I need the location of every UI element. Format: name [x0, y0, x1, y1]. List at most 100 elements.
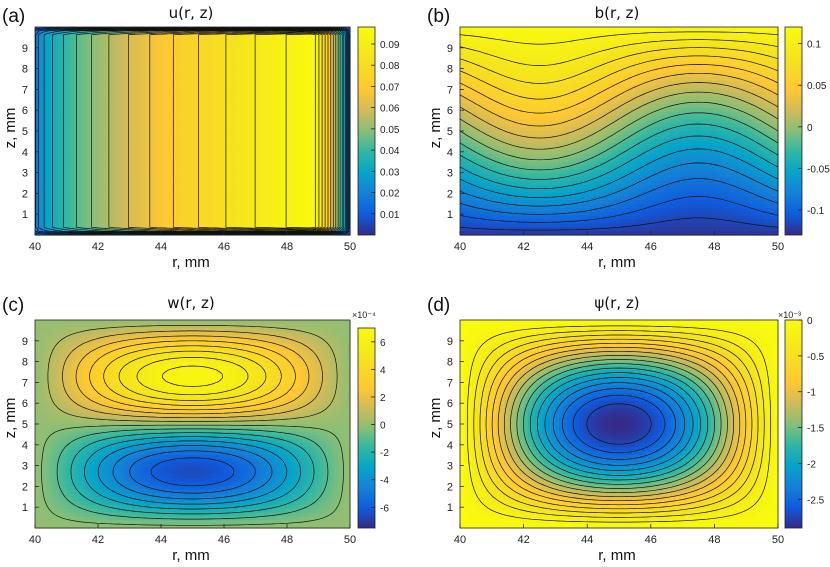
- heatmap-cell: [66, 38, 72, 44]
- heatmap-cell: [231, 188, 237, 194]
- heatmap-cell: [722, 42, 727, 47]
- heatmap-cell: [98, 169, 103, 174]
- heatmap-cell: [86, 204, 91, 209]
- panel-b: (b) b(r, z) r, mm z, mm 40 42 44 46 48 501234…: [427, 4, 830, 271]
- heatmap-cell: [302, 142, 308, 148]
- heatmap-cell: [310, 157, 316, 163]
- heatmap-cell: [259, 57, 264, 63]
- heatmap-cell: [70, 38, 75, 44]
- heatmap-cell: [42, 192, 48, 198]
- heatmap-cell: [157, 61, 162, 67]
- heatmap-cell: [204, 30, 209, 36]
- heatmap-cell: [334, 53, 339, 59]
- heatmap-cell: [714, 42, 719, 47]
- heatmap-cell: [247, 119, 253, 124]
- heatmap-cell: [161, 181, 166, 186]
- heatmap-cell: [227, 84, 233, 90]
- heatmap-cell: [342, 134, 347, 140]
- heatmap-cell: [330, 154, 335, 159]
- heatmap-cell: [314, 80, 320, 86]
- heatmap-cell: [746, 50, 751, 55]
- heatmap-cell: [168, 73, 174, 78]
- heatmap-cell: [551, 53, 556, 59]
- heatmap-cell: [298, 46, 304, 51]
- heatmap-cell: [275, 215, 280, 221]
- panel-a: (a) u(r, z) r, mm z, mm 40 42 44 46 48 501234…: [2, 4, 400, 271]
- heatmap-cell: [491, 46, 497, 51]
- heatmap-cell: [168, 84, 174, 90]
- heatmap-cell: [176, 200, 182, 205]
- heatmap-cell: [686, 50, 692, 55]
- heatmap-cell: [145, 177, 150, 182]
- heatmap-cell: [314, 46, 320, 51]
- heatmap-cell: [287, 115, 292, 121]
- heatmap-cell: [161, 123, 166, 128]
- heatmap-cell: [290, 219, 296, 225]
- heatmap-cell: [176, 61, 182, 67]
- heatmap-cell: [157, 38, 162, 44]
- heatmap-cell: [259, 181, 264, 186]
- heatmap-cell: [338, 131, 343, 136]
- heatmap-cell: [62, 134, 68, 140]
- heatmap-cell: [563, 46, 568, 51]
- heatmap-cell: [547, 50, 553, 55]
- x-tick-label: 48: [281, 241, 293, 253]
- heatmap-cell: [133, 196, 138, 201]
- heatmap-cell: [50, 223, 56, 228]
- heatmap-cell: [314, 223, 320, 228]
- heatmap-cell: [279, 96, 284, 101]
- heatmap-cell: [66, 184, 72, 190]
- heatmap-cell: [290, 223, 296, 228]
- heatmap-cell: [113, 57, 119, 63]
- heatmap-cell: [302, 80, 308, 86]
- heatmap-cell: [342, 115, 347, 121]
- heatmap-cell: [82, 138, 87, 144]
- heatmap-cell: [690, 34, 696, 40]
- heatmap-cell: [275, 150, 280, 155]
- heatmap-cell: [275, 127, 280, 132]
- heatmap-cell: [275, 38, 280, 44]
- heatmap-cell: [666, 34, 672, 40]
- heatmap-cell: [153, 165, 158, 171]
- heatmap-cell: [287, 177, 292, 182]
- heatmap-cell: [302, 215, 308, 221]
- heatmap-cell: [255, 150, 261, 155]
- heatmap-cell: [121, 208, 127, 213]
- heatmap-cell: [157, 173, 162, 178]
- heatmap-cell: [109, 42, 115, 47]
- heatmap-cell: [113, 142, 119, 148]
- heatmap-cell: [239, 69, 245, 74]
- heatmap-cell: [192, 134, 198, 140]
- heatmap-cell: [224, 223, 229, 228]
- heatmap-cell: [738, 42, 743, 47]
- heatmap-cell: [314, 150, 320, 155]
- heatmap-cell: [121, 173, 127, 178]
- heatmap-cell: [491, 34, 497, 40]
- heatmap-cell: [231, 169, 237, 174]
- heatmap-cell: [54, 61, 60, 67]
- heatmap-cell: [247, 100, 253, 105]
- heatmap-cell: [117, 61, 123, 67]
- heatmap-cell: [125, 30, 131, 36]
- heatmap-cell: [137, 77, 142, 82]
- heatmap-cell: [200, 84, 205, 90]
- heatmap-cell: [137, 181, 142, 186]
- heatmap-cell: [204, 184, 209, 190]
- heatmap-cell: [98, 165, 103, 171]
- heatmap-cell: [54, 215, 60, 221]
- heatmap-cell: [137, 169, 142, 174]
- heatmap-cell: [599, 38, 604, 44]
- heatmap-cell: [626, 50, 632, 55]
- heatmap-cell: [294, 154, 300, 159]
- heatmap-cell: [770, 34, 775, 40]
- heatmap-cell: [184, 69, 190, 74]
- heatmap-cell: [224, 181, 229, 186]
- heatmap-cell: [662, 30, 668, 36]
- heatmap-cell: [125, 188, 131, 194]
- heatmap-cell: [247, 38, 253, 44]
- heatmap-cell: [70, 200, 75, 205]
- heatmap-cell: [184, 219, 190, 225]
- heatmap-cell: [326, 104, 331, 109]
- heatmap-cell: [702, 46, 708, 51]
- heatmap-cell: [216, 111, 221, 117]
